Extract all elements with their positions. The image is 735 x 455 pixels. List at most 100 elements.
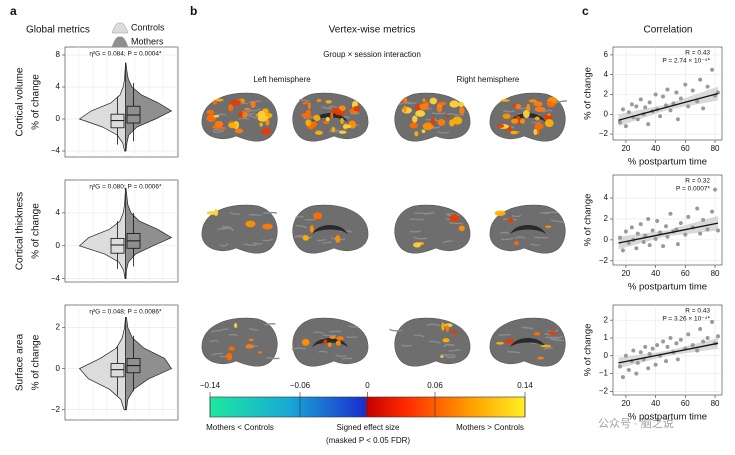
effect-blob bbox=[431, 118, 435, 126]
data-point bbox=[710, 320, 714, 324]
y-tick-label: −2 bbox=[599, 387, 609, 396]
effect-blob bbox=[242, 112, 248, 118]
effect-blob bbox=[497, 124, 504, 128]
data-point bbox=[621, 248, 625, 252]
effect-blob bbox=[336, 340, 341, 345]
effect-blob bbox=[228, 123, 237, 128]
data-point bbox=[618, 364, 622, 368]
effect-blob bbox=[331, 108, 341, 113]
data-point bbox=[658, 114, 662, 118]
panel-title: Correlation bbox=[644, 25, 693, 36]
y-tick-label: −2 bbox=[599, 129, 609, 138]
effect-blob bbox=[415, 110, 425, 117]
x-tick-label: 80 bbox=[711, 269, 720, 278]
brain bbox=[293, 205, 368, 253]
effect-blob bbox=[258, 351, 262, 354]
legend-label: Mothers bbox=[131, 36, 164, 46]
effect-blob bbox=[301, 113, 311, 118]
effect-blob bbox=[403, 97, 407, 103]
x-axis-label: % postpartum time bbox=[628, 282, 707, 293]
effect-blob bbox=[308, 102, 311, 109]
effect-blob bbox=[412, 115, 417, 122]
data-point bbox=[666, 235, 670, 239]
effect-blob bbox=[422, 99, 425, 102]
effect-blob bbox=[261, 128, 271, 135]
effect-blob bbox=[265, 119, 269, 125]
effect-blob bbox=[446, 115, 450, 118]
y-tick-label: 0 bbox=[56, 364, 61, 373]
y-axis-label: Cortical volume bbox=[15, 67, 26, 136]
y-tick-label: 4 bbox=[604, 70, 609, 79]
data-point bbox=[706, 227, 710, 231]
y-tick-label: 2 bbox=[604, 214, 609, 223]
effect-blob bbox=[535, 117, 540, 121]
brain bbox=[202, 318, 280, 366]
colorbar-tick-label: 0 bbox=[365, 381, 370, 390]
effect-blob bbox=[440, 355, 444, 358]
stat-annotation: R = 0.43 bbox=[685, 308, 710, 315]
data-point bbox=[698, 78, 702, 82]
data-point bbox=[621, 375, 625, 379]
brain-gyrus bbox=[238, 118, 249, 119]
stat-annotation: P = 0.0007* bbox=[676, 186, 711, 193]
y-tick-label: −4 bbox=[51, 274, 61, 283]
effect-blob bbox=[339, 131, 347, 134]
effect-blob bbox=[495, 210, 506, 216]
data-point bbox=[691, 343, 695, 347]
effect-blob bbox=[235, 128, 243, 133]
data-point bbox=[646, 217, 650, 221]
stat-annotation: η²G = 0.048; P = 0.0086* bbox=[89, 309, 162, 316]
data-point bbox=[642, 240, 646, 244]
effect-blob bbox=[335, 235, 340, 243]
brain bbox=[202, 93, 277, 141]
effect-blob bbox=[313, 115, 320, 121]
x-tick-label: 80 bbox=[711, 144, 720, 153]
data-point bbox=[636, 232, 640, 236]
colorbar-tick-label: 0.06 bbox=[427, 381, 443, 390]
data-point bbox=[661, 244, 665, 248]
data-point bbox=[706, 85, 710, 89]
stat-annotation: R = 0.32 bbox=[685, 178, 710, 185]
effect-blob bbox=[459, 107, 465, 114]
effect-blob bbox=[310, 225, 314, 233]
effect-blob bbox=[317, 99, 322, 102]
effect-blob bbox=[245, 220, 255, 227]
effect-blob bbox=[302, 102, 308, 105]
effect-blob bbox=[207, 110, 215, 115]
panel-letter: b bbox=[190, 4, 197, 18]
data-point bbox=[679, 96, 683, 100]
data-point bbox=[716, 228, 720, 232]
y-tick-label: 2 bbox=[56, 323, 61, 332]
stat-annotation: R = 0.43 bbox=[685, 50, 710, 57]
effect-blob bbox=[262, 224, 273, 230]
x-tick-label: 20 bbox=[621, 399, 630, 408]
y-tick-label: 0 bbox=[604, 235, 609, 244]
data-point bbox=[634, 104, 638, 108]
effect-blob bbox=[315, 130, 323, 134]
effect-blob bbox=[259, 122, 262, 127]
x-axis-label: % postpartum time bbox=[628, 157, 707, 168]
data-point bbox=[646, 366, 650, 370]
data-point bbox=[683, 83, 687, 87]
effect-blob bbox=[535, 123, 544, 130]
data-point bbox=[676, 117, 680, 121]
panel-letter: c bbox=[582, 4, 589, 18]
box bbox=[111, 238, 124, 253]
data-point bbox=[624, 124, 628, 128]
y-tick-label: −4 bbox=[51, 146, 61, 155]
colorbar-tick-label: −0.14 bbox=[200, 381, 221, 390]
brain-gyrus bbox=[249, 215, 262, 216]
data-point bbox=[691, 89, 695, 93]
effect-blob bbox=[501, 99, 510, 102]
effect-blob bbox=[251, 101, 256, 108]
y-axis-label: % of change bbox=[583, 67, 594, 120]
data-point bbox=[701, 106, 705, 110]
effect-blob bbox=[228, 104, 233, 111]
data-point bbox=[686, 104, 690, 108]
effect-blob bbox=[328, 342, 332, 347]
effect-blob bbox=[511, 120, 515, 123]
effect-blob bbox=[228, 346, 234, 350]
effect-blob bbox=[438, 102, 446, 105]
data-point bbox=[654, 92, 658, 96]
effect-blob bbox=[450, 331, 457, 334]
